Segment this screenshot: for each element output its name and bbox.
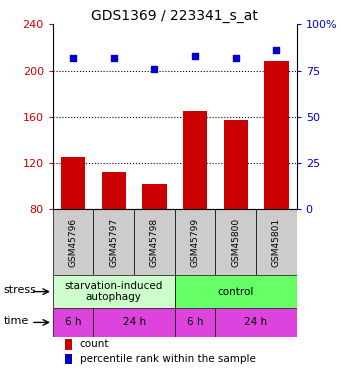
Text: 6 h: 6 h [65, 317, 81, 327]
Bar [216, 308, 297, 337]
Point [233, 55, 238, 61]
Bar [102, 172, 126, 209]
Bar [53, 308, 93, 337]
Point [192, 53, 198, 59]
Text: 6 h: 6 h [187, 317, 203, 327]
Bar [93, 308, 175, 337]
Bar [142, 184, 167, 209]
Bar [65, 354, 72, 364]
Text: time: time [3, 316, 29, 326]
Bar [53, 275, 175, 308]
Text: GSM45800: GSM45800 [231, 217, 240, 267]
Bar [175, 209, 216, 275]
Bar [93, 209, 134, 275]
Text: GSM45801: GSM45801 [272, 217, 281, 267]
Text: starvation-induced
autophagy: starvation-induced autophagy [65, 281, 163, 302]
Text: GSM45796: GSM45796 [69, 217, 78, 267]
Bar [216, 209, 256, 275]
Bar [183, 111, 207, 209]
Title: GDS1369 / 223341_s_at: GDS1369 / 223341_s_at [91, 9, 258, 23]
Bar [256, 209, 297, 275]
Text: GSM45797: GSM45797 [109, 217, 118, 267]
Text: 24 h: 24 h [244, 317, 268, 327]
Point [71, 55, 76, 61]
Bar [53, 209, 93, 275]
Bar [175, 308, 216, 337]
Point [152, 66, 157, 72]
Bar [224, 120, 248, 209]
Bar [175, 275, 297, 308]
Text: control: control [218, 286, 254, 297]
Text: GSM45798: GSM45798 [150, 217, 159, 267]
Bar [61, 157, 85, 209]
Text: GSM45799: GSM45799 [191, 217, 199, 267]
Point [273, 47, 279, 53]
Bar [65, 339, 72, 350]
Bar [264, 62, 288, 209]
Point [111, 55, 117, 61]
Text: 24 h: 24 h [122, 317, 146, 327]
Text: count: count [80, 339, 109, 349]
Bar [134, 209, 175, 275]
Text: percentile rank within the sample: percentile rank within the sample [80, 354, 255, 364]
Text: stress: stress [3, 285, 36, 295]
